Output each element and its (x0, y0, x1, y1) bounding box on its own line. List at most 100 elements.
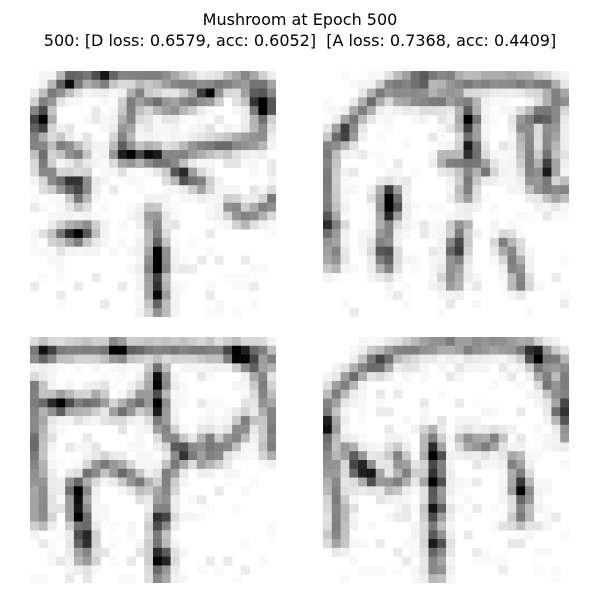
pixel (153, 372, 163, 382)
pixel (402, 202, 412, 212)
pixel (30, 363, 40, 373)
pixel (161, 468, 171, 478)
pixel (73, 460, 84, 470)
pixel (56, 229, 66, 239)
pixel (349, 380, 359, 391)
pixel (419, 486, 429, 496)
pixel (525, 345, 535, 355)
pixel (402, 503, 412, 514)
pixel (349, 521, 359, 531)
pixel (533, 158, 544, 169)
pixel (135, 433, 145, 443)
pixel (161, 114, 171, 125)
pixel (446, 255, 456, 265)
pixel (240, 211, 251, 221)
pixel (542, 477, 552, 487)
pixel (258, 442, 268, 452)
pixel (454, 141, 464, 151)
pixel (533, 185, 544, 195)
pixel (170, 255, 180, 265)
pixel (126, 363, 136, 373)
pixel (463, 88, 473, 98)
pixel (428, 556, 438, 566)
pixel (135, 158, 145, 169)
pixel (214, 202, 224, 212)
pixel (340, 106, 350, 116)
pixel (117, 477, 128, 487)
pixel (331, 273, 341, 283)
pixel (428, 574, 438, 583)
pixel (323, 158, 333, 169)
pixel (65, 185, 75, 195)
pixel (126, 416, 136, 426)
pixel (232, 141, 242, 151)
pixel (402, 433, 412, 443)
pixel (30, 97, 40, 107)
pixel (56, 167, 66, 177)
pixel (516, 71, 526, 81)
pixel (223, 345, 233, 355)
pixel (144, 530, 154, 540)
pixel (323, 486, 333, 496)
pixel (135, 372, 145, 382)
pixel (56, 211, 66, 221)
pixel (560, 185, 569, 195)
pixel (91, 88, 101, 98)
pixel (38, 141, 48, 151)
pixel (454, 123, 464, 133)
pixel (126, 354, 136, 364)
pixel (446, 574, 456, 583)
pixel (196, 468, 207, 478)
pixel (525, 194, 535, 204)
pixel (358, 363, 368, 373)
pixel (525, 176, 535, 186)
pixel (393, 97, 403, 107)
pixel (340, 486, 350, 496)
pixel (525, 281, 535, 292)
pixel (117, 389, 128, 399)
pixel (463, 123, 473, 133)
pixel (258, 337, 268, 347)
pixel (489, 167, 500, 177)
pixel (56, 363, 66, 373)
pixel (30, 150, 40, 160)
pixel (223, 424, 233, 435)
pixel (73, 211, 84, 221)
pixel (153, 486, 163, 496)
pixel (402, 71, 412, 81)
pixel (144, 495, 154, 505)
pixel (323, 521, 333, 531)
pixel (393, 79, 403, 89)
pixel (393, 486, 403, 496)
pixel (135, 202, 145, 212)
pixel (100, 123, 110, 133)
pixel (489, 176, 500, 186)
pixel (542, 442, 552, 452)
pixel (126, 521, 136, 531)
pixel (472, 114, 482, 125)
pixel (507, 281, 517, 292)
pixel (161, 123, 171, 133)
pixel (375, 389, 385, 399)
pixel (533, 194, 544, 204)
pixel (446, 194, 456, 204)
pixel (525, 123, 535, 133)
pixel (340, 512, 350, 522)
pixel (205, 211, 215, 221)
pixel (402, 106, 412, 116)
figure-title-line-2: 500: [D loss: 0.6579, acc: 0.6052] [A lo… (43, 31, 557, 50)
pixel (428, 202, 438, 212)
pixel (525, 308, 535, 317)
pixel (446, 556, 456, 566)
pixel (516, 211, 526, 221)
pixel (267, 141, 276, 151)
pixel (205, 337, 215, 347)
pixel (196, 158, 207, 169)
pixel (144, 141, 154, 151)
pixel (402, 495, 412, 505)
pixel (463, 150, 473, 160)
pixel (358, 123, 368, 133)
pixel (463, 530, 473, 540)
pixel (551, 132, 561, 142)
pixel (375, 202, 385, 212)
